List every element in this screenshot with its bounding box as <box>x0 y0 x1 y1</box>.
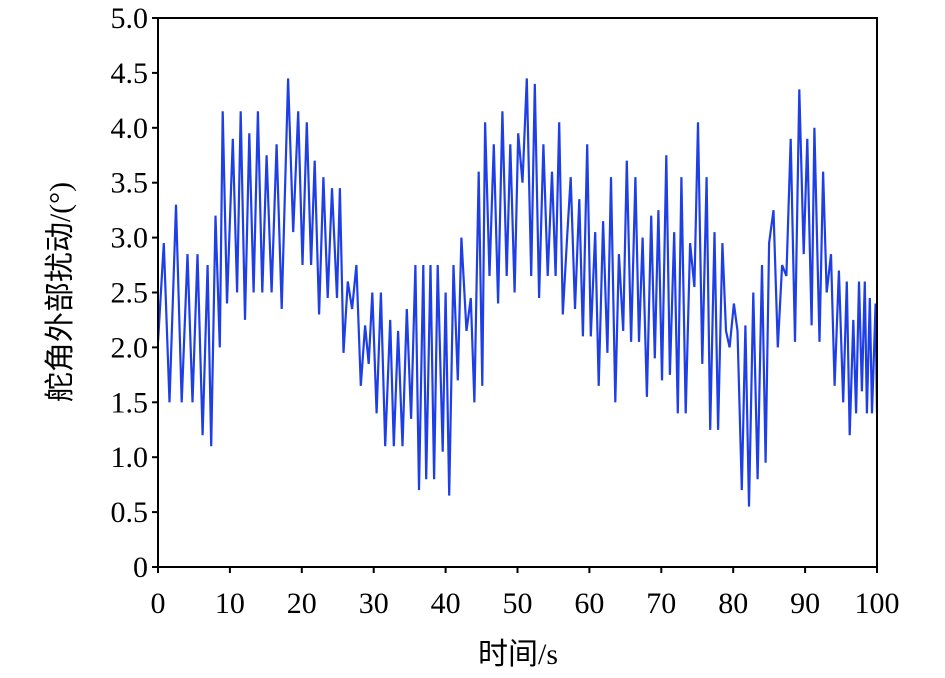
y-tick-label: 2.5 <box>111 277 149 310</box>
y-tick-label: 1.0 <box>111 441 149 474</box>
x-tick-label: 50 <box>503 587 533 620</box>
x-tick-label: 80 <box>718 587 748 620</box>
y-tick-label: 3.5 <box>111 167 149 200</box>
x-tick-label: 20 <box>287 587 317 620</box>
y-tick-label: 0.5 <box>111 496 149 529</box>
x-tick-label: 100 <box>855 587 900 620</box>
x-axis-label: 时间/s <box>478 638 558 671</box>
x-tick-label: 40 <box>431 587 461 620</box>
y-tick-label: 3.0 <box>111 222 149 255</box>
y-tick-label: 0 <box>133 551 148 584</box>
x-tick-label: 60 <box>574 587 604 620</box>
y-axis-label: 舵角外部扰动/(°) <box>44 182 77 402</box>
plot-frame <box>157 17 878 568</box>
x-tick-label: 0 <box>151 587 166 620</box>
y-tick-label: 5.0 <box>111 2 149 35</box>
y-tick-label: 2.0 <box>111 331 149 364</box>
y-tick-label: 4.5 <box>111 57 149 90</box>
y-tick-label: 1.5 <box>111 386 149 419</box>
x-tick-label: 30 <box>359 587 389 620</box>
data-line <box>156 78 879 507</box>
y-tick-label: 4.0 <box>111 112 149 145</box>
x-tick-label: 10 <box>215 587 245 620</box>
x-tick-label: 70 <box>646 587 676 620</box>
x-tick-label: 90 <box>790 587 820 620</box>
